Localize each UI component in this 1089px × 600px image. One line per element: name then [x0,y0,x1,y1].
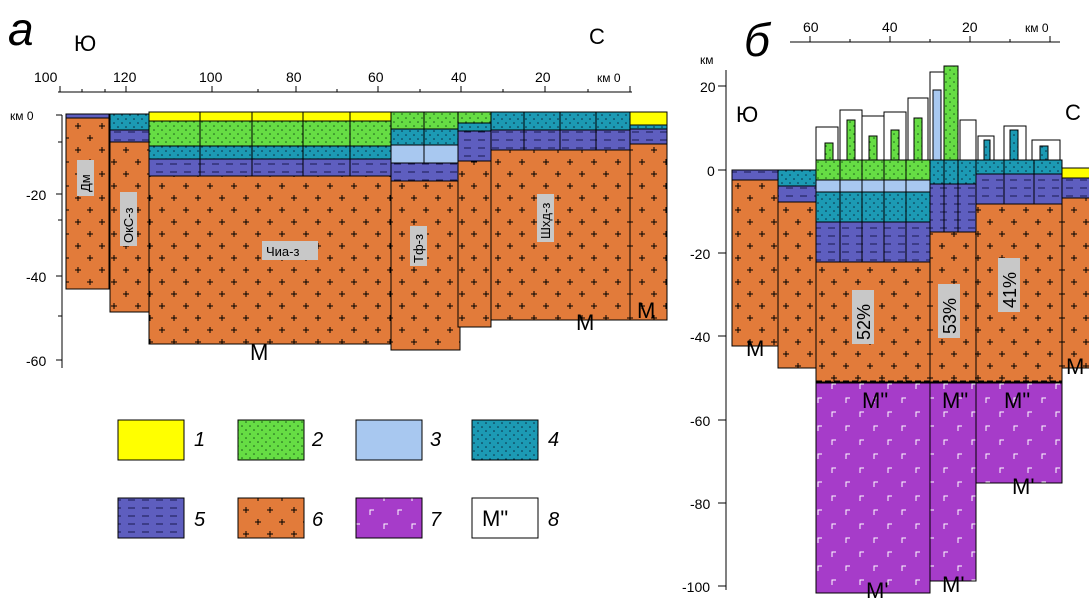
svg-text:40: 40 [451,69,467,85]
svg-text:M: M [576,310,594,335]
label-tf: Тф-з [411,234,426,263]
svg-text:км 0: км 0 [1025,21,1049,35]
panel-b-north: С [1065,100,1081,125]
svg-text:1: 1 [194,429,205,451]
panel-b-y-tick-labels: км 20 0 -20 -40 -60 -80 -100 [682,53,716,595]
svg-text:52%: 52% [854,304,874,340]
panel-b: б Ю С 60 40 20 км 0 км 20 0 -20 [682,14,1089,600]
svg-text:M: M [637,298,655,323]
svg-text:км 0: км 0 [597,71,621,85]
label-chia: Чиа-з [266,244,299,259]
svg-text:-20: -20 [690,246,710,262]
panel-b-percent-labels: 52% 53% 41% [852,258,1020,344]
svg-text:20: 20 [962,19,978,35]
svg-text:80: 80 [286,69,302,85]
panel-a-block-labels: Дм ОкС-з Чиа-з Тф-з Шхд-з [77,160,554,266]
panel-a-moho-labels: M M M [250,298,655,365]
svg-text:M': M' [866,578,889,600]
label-oks: ОкС-з [121,207,136,243]
panel-a-north: С [589,24,605,49]
svg-text:-20: -20 [26,187,46,203]
svg-text:-40: -40 [26,269,46,285]
panel-b-letter: б [744,14,772,66]
svg-text:6: 6 [312,509,324,531]
panel-b-blocks [731,159,1089,383]
svg-text:3: 3 [430,429,441,451]
panel-b-y-ticks [718,85,726,587]
svg-text:M": M" [942,388,968,413]
svg-text:M: M [250,340,268,365]
panel-a-blocks [65,111,668,351]
panel-b-moho-labels: M M M" M" M" M' M' M' [746,336,1084,600]
panel-b-south: Ю [736,102,758,127]
svg-text:-60: -60 [690,413,710,429]
svg-text:7: 7 [430,509,442,531]
svg-text:M: M [1066,354,1084,379]
panel-b-gabbro-blocks [815,382,1063,594]
svg-text:53%: 53% [940,298,960,334]
svg-text:-60: -60 [26,353,46,369]
svg-text:120: 120 [113,69,137,85]
svg-text:M": M" [1004,388,1030,413]
svg-text:20: 20 [700,79,716,95]
svg-text:60: 60 [803,19,819,35]
panel-a-x-ticks [59,86,631,92]
label-shkhd: Шхд-з [538,203,553,239]
panel-b-surface-columns [815,65,1061,161]
svg-text:-40: -40 [690,329,710,345]
panel-a: а Ю С 100 120 100 80 60 40 20 км 0 [8,3,668,369]
svg-text:-80: -80 [690,496,710,512]
panel-a-south: Ю [74,31,96,56]
panel-a-x-tick-labels: 100 120 100 80 60 40 20 км 0 [34,69,621,85]
panel-b-x-tick-labels: 60 40 20 км 0 [803,19,1049,35]
svg-text:км 0: км 0 [10,109,34,123]
panel-a-y-ticks [56,114,62,361]
svg-text:100: 100 [199,69,223,85]
panel-a-letter: а [8,3,34,55]
svg-text:км: км [700,53,714,67]
legend: 1 2 3 4 5 6 7 M" 8 [117,419,559,539]
svg-text:5: 5 [194,509,206,531]
svg-text:40: 40 [882,19,898,35]
svg-text:20: 20 [535,69,551,85]
svg-text:M": M" [482,506,508,531]
panel-a-y-tick-labels: км 0 -20 -40 -60 [10,109,46,369]
svg-text:41%: 41% [1000,272,1020,308]
svg-text:4: 4 [548,429,559,451]
svg-text:0: 0 [707,163,715,179]
svg-text:100: 100 [34,69,58,85]
svg-text:M: M [746,336,764,361]
svg-text:2: 2 [311,429,323,451]
label-dm: Дм [78,174,93,192]
svg-text:8: 8 [548,509,559,531]
svg-text:M': M' [1012,474,1035,499]
svg-text:M": M" [862,388,888,413]
svg-text:M': M' [942,572,965,597]
svg-text:60: 60 [368,69,384,85]
svg-text:-100: -100 [682,579,710,595]
panel-b-x-ticks [809,36,1051,42]
